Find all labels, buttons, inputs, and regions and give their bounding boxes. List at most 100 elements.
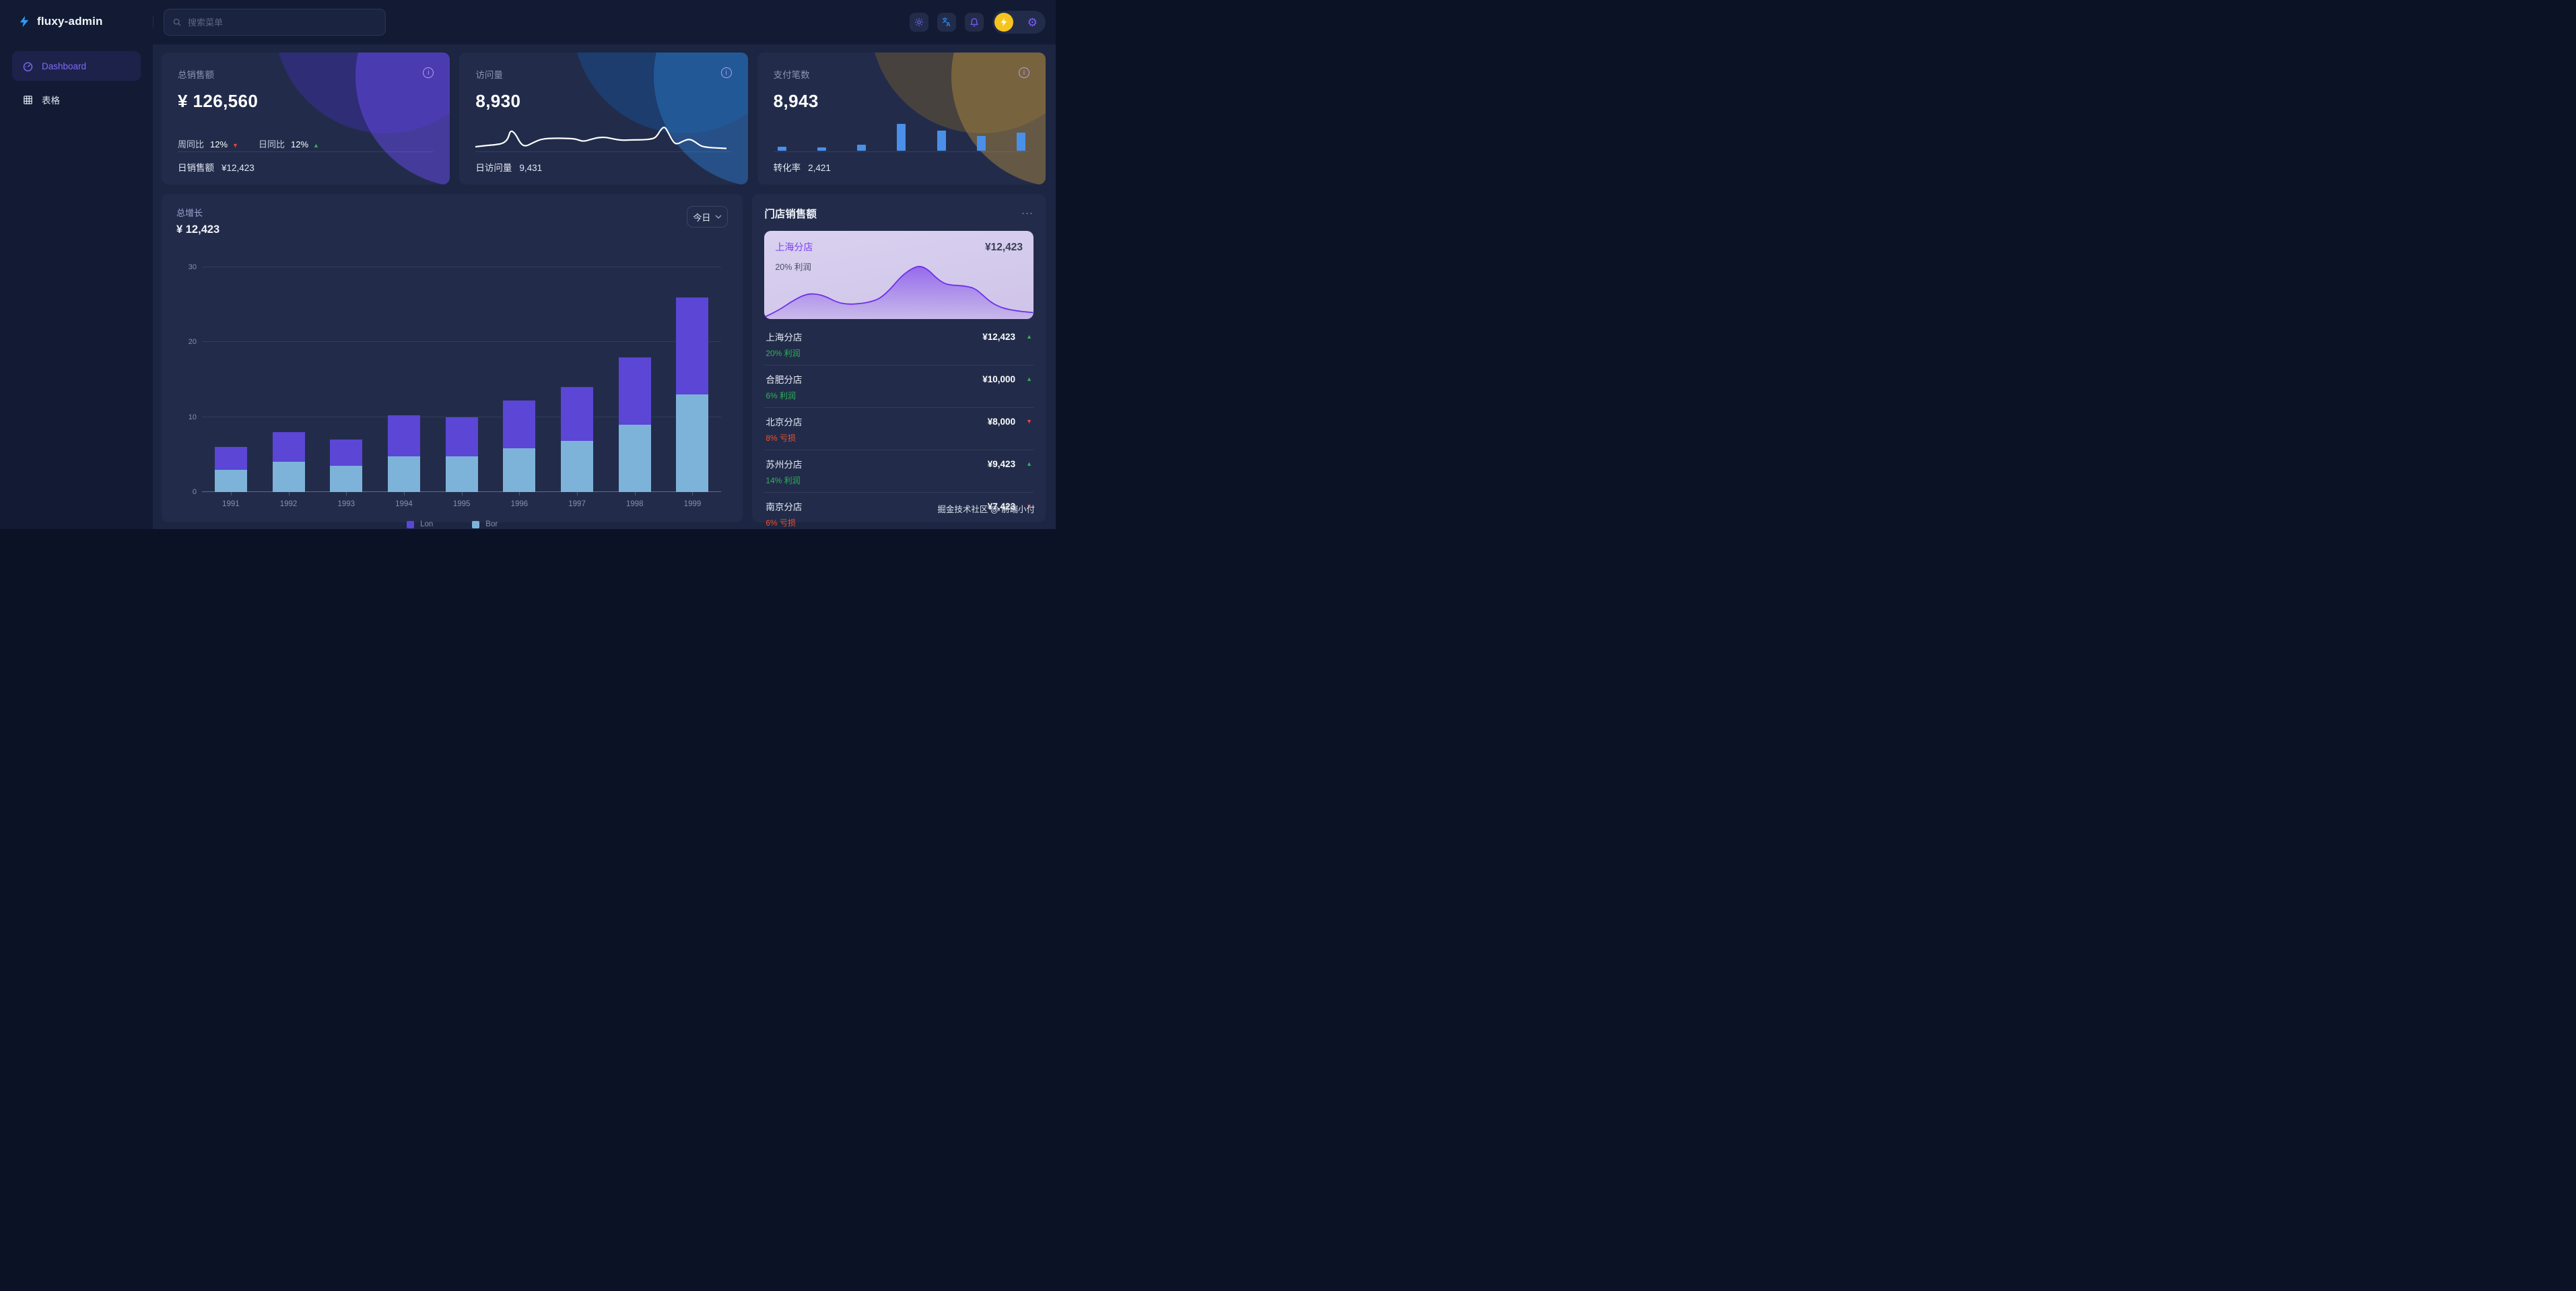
y-axis-tick: 20 <box>188 338 197 347</box>
x-axis-label: 1991 <box>222 500 240 508</box>
y-axis-tick: 10 <box>188 413 197 421</box>
range-select[interactable]: 今日 <box>687 206 728 228</box>
info-icon[interactable]: i <box>423 67 434 78</box>
bar-1993[interactable]: 1993 <box>330 267 363 508</box>
logo-lightning-icon <box>20 15 29 28</box>
bar-segment-bor <box>445 456 478 492</box>
bar-segment-bor <box>503 448 536 492</box>
store-list-item[interactable]: 合肥分店 ¥10,000 ▲ 6% 利润 <box>764 365 1033 408</box>
store-value: ¥9,423 <box>987 458 1016 469</box>
store-profit: 8% 亏损 <box>766 433 796 443</box>
legend-item-lon[interactable]: Lon <box>407 520 433 528</box>
store-list: 上海分店 ¥12,423 ▲ 20% 利润 合肥分店 ¥10,000 ▲ 6% … <box>764 323 1033 529</box>
legend-label: Bor <box>485 520 498 528</box>
chevron-down-icon <box>715 215 722 219</box>
lightning-icon <box>1001 18 1007 26</box>
featured-store-value: ¥12,423 <box>984 242 1023 253</box>
bar-segment-lon <box>561 387 594 442</box>
search-icon <box>173 18 181 26</box>
bar-1994[interactable]: 1994 <box>387 267 420 508</box>
bar-1999[interactable]: 1999 <box>676 267 709 508</box>
topbar: 文 A ⚙ <box>135 0 1056 44</box>
footer-label: 转化率 <box>773 163 801 173</box>
growth-stacked-bar-chart: 0 10 20 30 1991 1992 1993 1994 1995 1996 1997 1998 1… <box>189 263 722 508</box>
total-sales-value: ¥ 126,560 <box>178 91 259 111</box>
store-name: 南京分店 <box>766 502 803 512</box>
card-visits: 访问量 i 8,930 日访问量 9,431 <box>459 53 748 184</box>
store-list-item[interactable]: 北京分店 ¥8,000 ▼ 8% 亏损 <box>764 408 1033 450</box>
store-list-item[interactable]: 上海分店 ¥12,423 ▲ 20% 利润 <box>764 323 1033 365</box>
mini-bar <box>857 145 867 151</box>
bar-1995[interactable]: 1995 <box>445 267 478 508</box>
trend-down-icon: ▼ <box>232 142 238 149</box>
bar-1991[interactable]: 1991 <box>214 267 247 508</box>
bar-segment-bor <box>561 441 594 492</box>
info-icon[interactable]: i <box>1018 67 1029 78</box>
bar-1997[interactable]: 1997 <box>561 267 594 508</box>
y-axis-tick: 30 <box>188 263 197 271</box>
translate-icon: 文 A <box>942 17 951 28</box>
sales-compare-stats: 周同比 12% ▼ 日同比 12% ▲ <box>178 137 434 150</box>
store-list-item[interactable]: 苏州分店 ¥9,423 ▲ 14% 利润 <box>764 450 1033 493</box>
growth-title: 总增长 <box>176 208 203 218</box>
sidebar-item-label: 表格 <box>42 96 60 106</box>
store-profit: 6% 亏损 <box>766 518 796 528</box>
bar-segment-lon <box>387 415 420 456</box>
settings-gear-icon[interactable]: ⚙ <box>1027 15 1038 29</box>
active-theme-badge <box>994 13 1013 32</box>
footer-value: 2,421 <box>808 163 831 173</box>
card-payments: 支付笔数 i 8,943 转化率 2,421 <box>757 53 1046 184</box>
logo-text: fluxy-admin <box>37 15 103 28</box>
visits-value: 8,930 <box>475 91 521 111</box>
legend-item-bor[interactable]: Bor <box>472 520 498 528</box>
search-box[interactable] <box>164 9 386 36</box>
trend-up-icon: ▲ <box>313 142 319 149</box>
store-value: ¥10,000 <box>982 374 1016 384</box>
sidebar-item-table[interactable]: 表格 <box>12 85 141 114</box>
trend-up-icon: ▲ <box>1026 376 1032 382</box>
notifications-button[interactable] <box>965 13 984 32</box>
watermark: 掘金技术社区 @ 前端小付 <box>937 505 1035 514</box>
store-sales-panel: 门店销售额 ··· 上海分店 ¥12,423 20% 利润 上海分店 ¥12,4… <box>752 194 1046 528</box>
charts-row: 总增长 ¥ 12,423 今日 0 10 20 30 1991 1992 1993 1994 1… <box>162 194 1046 528</box>
mini-bar <box>897 124 906 151</box>
x-axis-label: 1996 <box>510 500 529 508</box>
chart-legend: Lon Bor <box>176 520 728 528</box>
store-profit: 14% 利润 <box>766 476 801 485</box>
featured-store-profit: 20% 利润 <box>775 263 811 272</box>
store-value: ¥12,423 <box>982 331 1016 342</box>
x-axis-label: 1992 <box>279 500 298 508</box>
sidebar: fluxy-admin Dashboard 表格 <box>0 0 153 529</box>
x-axis-label: 1998 <box>625 500 644 508</box>
store-area-chart <box>764 264 1033 319</box>
featured-store-card[interactable]: 上海分店 ¥12,423 20% 利润 <box>764 231 1033 319</box>
more-options-icon[interactable]: ··· <box>1021 207 1033 219</box>
bar-segment-bor <box>618 424 651 492</box>
search-input[interactable] <box>188 17 377 28</box>
info-icon[interactable]: i <box>720 67 732 78</box>
stat-day: 日同比 12% ▲ <box>258 139 319 149</box>
x-axis-label: 1999 <box>683 500 702 508</box>
bar-segment-bor <box>387 456 420 492</box>
bar-1996[interactable]: 1996 <box>503 267 536 508</box>
growth-value: ¥ 12,423 <box>176 223 220 236</box>
store-value: ¥8,000 <box>987 416 1016 427</box>
language-button[interactable]: 文 A <box>937 13 956 32</box>
store-name: 苏州分店 <box>766 460 803 470</box>
visits-sparkline-chart <box>475 124 726 151</box>
store-list-item[interactable]: 南京分店 ¥7,423 ▼ 6% 亏损 <box>764 493 1033 529</box>
brightness-button[interactable] <box>910 13 928 32</box>
card-title: 支付笔数 <box>773 70 810 80</box>
bar-segment-lon <box>272 431 305 462</box>
table-icon <box>24 95 32 104</box>
sidebar-menu: Dashboard 表格 <box>0 51 153 114</box>
bar-1998[interactable]: 1998 <box>618 267 651 508</box>
theme-settings-toggle[interactable]: ⚙ <box>992 11 1046 34</box>
x-axis-label: 1994 <box>395 500 413 508</box>
sidebar-item-dashboard[interactable]: Dashboard <box>12 51 141 81</box>
main-content: 总销售额 i ¥ 126,560 周同比 12% ▼ 日同比 12% ▲ 日销售额 ¥1… <box>153 44 1056 529</box>
bar-segment-lon <box>330 440 363 466</box>
bar-1992[interactable]: 1992 <box>272 267 305 508</box>
panel-title: 门店销售额 <box>764 209 817 220</box>
store-profit: 6% 利润 <box>766 391 796 400</box>
